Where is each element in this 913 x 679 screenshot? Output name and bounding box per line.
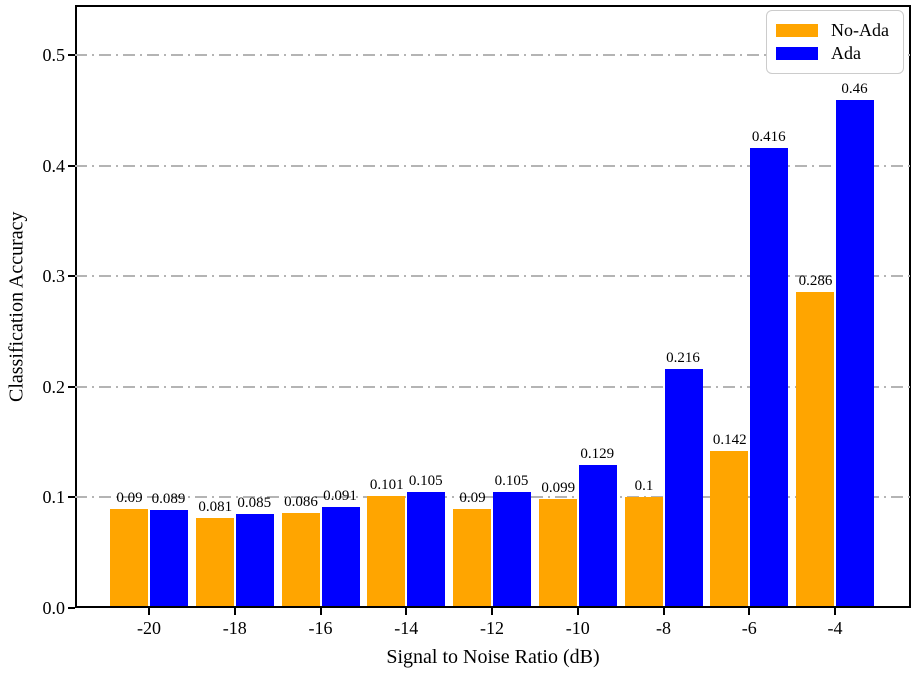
bar-value-ada--10: 0.129	[580, 446, 615, 463]
bar-ada--10	[578, 465, 617, 606]
y-axis-label: Classification Accuracy	[5, 211, 28, 402]
legend-label-no-ada: No-Ada	[831, 20, 889, 40]
bar-ada--16	[321, 507, 360, 606]
bar-value-no-ada--10: 0.099	[541, 479, 576, 496]
bar-value-ada--16: 0.091	[323, 488, 357, 505]
bar-ada--20	[150, 509, 188, 606]
y-tick-label-0.4: 0.4	[42, 155, 66, 176]
y-tick-label-0.5: 0.5	[42, 45, 66, 66]
x-tick--6	[748, 608, 751, 615]
bar-ada--12	[493, 491, 531, 606]
bar-ada--6	[750, 148, 789, 606]
bar-ada--18	[235, 514, 274, 606]
bar-value-no-ada--8: 0.1	[634, 478, 654, 495]
bar-value-ada--18: 0.085	[237, 495, 272, 512]
x-tick-label--6: -6	[741, 618, 757, 638]
x-tick-label--10: -10	[565, 618, 590, 638]
bar-value-no-ada--14: 0.101	[369, 477, 404, 494]
bar-no-ada--6	[710, 451, 749, 606]
x-tick--10	[576, 608, 579, 615]
gridline-y-0.4	[75, 164, 911, 167]
legend-item-no-ada: No-Ada	[776, 19, 893, 42]
bar-value-no-ada--18: 0.081	[198, 499, 233, 516]
bar-value-no-ada--20: 0.09	[116, 489, 143, 506]
y-tick-0.1	[68, 496, 75, 499]
bar-no-ada--18	[195, 518, 234, 606]
bar-no-ada--16	[281, 512, 320, 606]
x-tick-label--12: -12	[480, 618, 504, 638]
gridline-y-0.3	[75, 275, 911, 278]
bar-ada--4	[836, 99, 874, 606]
gridline-y-0.2	[75, 385, 911, 388]
legend-swatch-ada	[776, 47, 818, 60]
y-tick-0.5	[68, 54, 75, 57]
x-tick-label--8: -8	[656, 618, 671, 638]
legend-label-ada: Ada	[831, 43, 861, 63]
x-tick--16	[319, 608, 322, 615]
x-tick--8	[662, 608, 665, 615]
x-tick-label--16: -16	[308, 618, 333, 638]
bar-value-no-ada--16: 0.086	[284, 493, 318, 510]
bar-value-ada--14: 0.105	[408, 472, 443, 489]
bar-value-ada--12: 0.105	[494, 472, 529, 489]
y-tick-label-0.0: 0.0	[42, 598, 66, 618]
bar-ada--14	[407, 491, 446, 606]
bar-value-ada--8: 0.216	[666, 350, 700, 367]
bar-no-ada--10	[538, 498, 577, 606]
bar-no-ada--12	[453, 508, 491, 606]
x-tick-label--4: -4	[827, 618, 843, 638]
y-tick-0.3	[68, 275, 75, 278]
x-tick-label--18: -18	[222, 618, 247, 638]
y-tick-label-0.1: 0.1	[42, 487, 66, 508]
x-tick--20	[148, 608, 150, 615]
bar-value-no-ada--12: 0.09	[459, 489, 486, 506]
y-tick-label-0.3: 0.3	[42, 266, 66, 287]
bar-value-ada--6: 0.416	[751, 129, 786, 146]
legend-item-ada: Ada	[776, 42, 893, 65]
x-tick--18	[233, 608, 236, 615]
bar-no-ada--20	[110, 508, 148, 606]
x-tick-label--14: -14	[394, 618, 419, 638]
bar-ada--8	[664, 369, 703, 606]
legend-swatch-no-ada	[776, 24, 818, 37]
gridline-y-0.5	[75, 54, 911, 57]
bar-value-ada--4: 0.46	[841, 80, 868, 97]
bar-value-no-ada--6: 0.142	[712, 432, 747, 449]
x-tick--4	[834, 608, 836, 615]
bar-no-ada--14	[367, 496, 406, 606]
bar-no-ada--8	[624, 497, 663, 606]
bar-value-no-ada--4: 0.286	[798, 272, 833, 289]
y-tick-0.0	[68, 607, 75, 609]
bar-no-ada--4	[796, 291, 834, 606]
y-tick-0.4	[68, 164, 75, 167]
x-tick--14	[405, 608, 408, 615]
bar-value-ada--20: 0.089	[151, 490, 186, 507]
legend: No-Ada Ada	[766, 10, 904, 74]
x-axis-label: Signal to Noise Ratio (dB)	[386, 646, 600, 668]
y-tick-0.2	[68, 385, 75, 388]
y-tick-label-0.2: 0.2	[42, 376, 66, 397]
x-tick--12	[491, 608, 493, 615]
x-tick-label--20: -20	[137, 618, 161, 638]
